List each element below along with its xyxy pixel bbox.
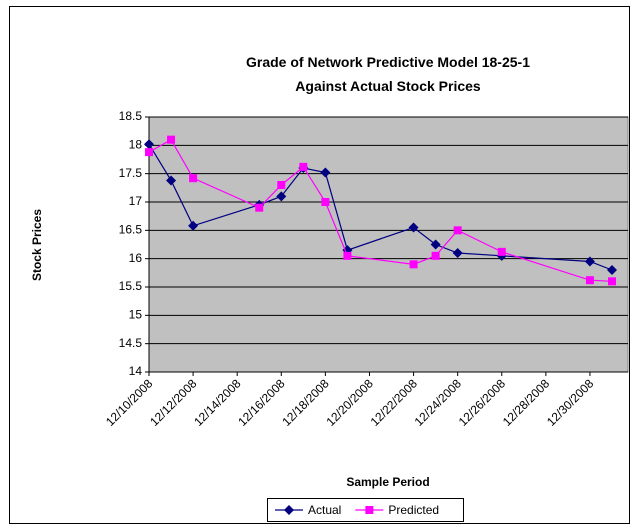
marker [276, 191, 287, 202]
marker [608, 277, 616, 286]
marker [321, 198, 330, 206]
y-axis-label: Stock Prices [30, 209, 44, 281]
x-axis-label: Sample Period [346, 475, 429, 489]
marker [408, 222, 419, 233]
y-tick-label: 15 [129, 308, 143, 322]
y-tick-label: 16.5 [119, 223, 143, 237]
marker [453, 226, 462, 235]
series-line [148, 143, 613, 271]
marker [166, 175, 177, 186]
marker [167, 135, 176, 144]
marker [431, 251, 440, 260]
marker [409, 260, 418, 269]
series-line [148, 138, 613, 282]
y-tick-label: 15.5 [119, 279, 143, 293]
marker [497, 247, 506, 256]
marker [365, 506, 374, 514]
marker [452, 248, 463, 258]
marker [607, 265, 617, 275]
marker [343, 251, 352, 260]
y-tick-label: 16 [129, 251, 143, 265]
marker [144, 139, 154, 150]
y-tick-label: 14 [129, 364, 143, 378]
marker [584, 256, 595, 267]
marker [188, 220, 199, 231]
marker [430, 239, 441, 250]
marker [189, 174, 198, 183]
y-tick-label: 18.5 [119, 109, 143, 123]
y-tick-label: 17.5 [119, 166, 143, 180]
y-tick-label: 17 [129, 194, 143, 208]
plot-area [148, 116, 629, 373]
marker [284, 505, 294, 515]
legend-label: Actual [308, 503, 341, 517]
y-tick-label: 14.5 [119, 336, 143, 350]
marker [145, 148, 153, 157]
y-tick-label: 18 [129, 138, 143, 152]
chart-title: Grade of Network Predictive Model 18-25-… [246, 54, 530, 94]
marker [277, 181, 286, 189]
marker [299, 162, 308, 171]
marker [585, 276, 594, 285]
marker [255, 203, 264, 212]
marker [320, 167, 331, 178]
legend-label: Predicted [388, 503, 439, 517]
